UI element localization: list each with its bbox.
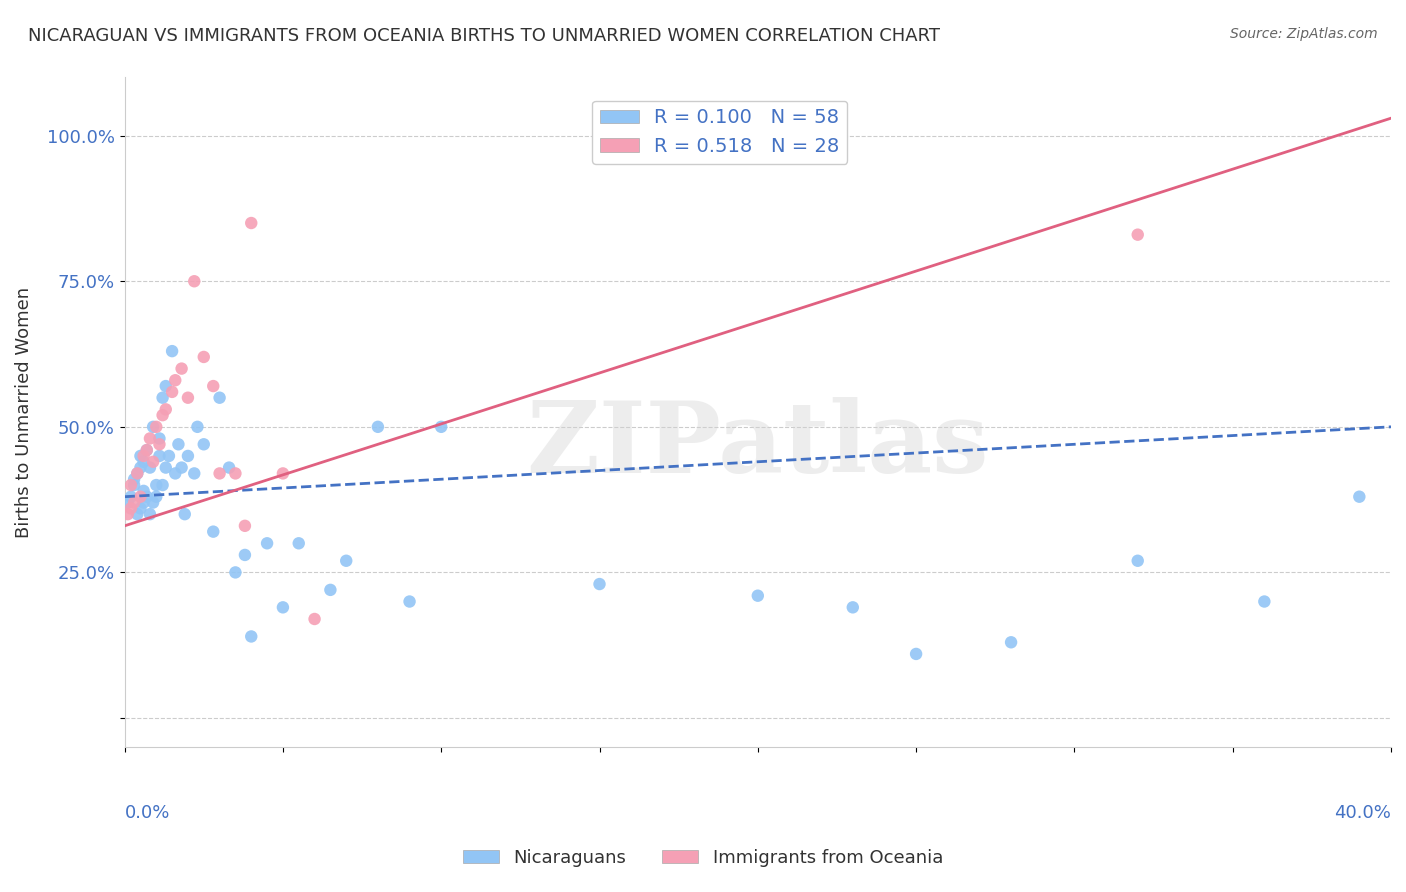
Text: ZIPatlas: ZIPatlas bbox=[527, 397, 988, 494]
Point bbox=[155, 402, 177, 417]
Point bbox=[152, 478, 174, 492]
Point bbox=[905, 647, 928, 661]
Point bbox=[335, 554, 357, 568]
Point bbox=[152, 408, 174, 422]
Point bbox=[160, 384, 183, 399]
Point bbox=[160, 344, 183, 359]
Point bbox=[129, 501, 152, 516]
Text: NICARAGUAN VS IMMIGRANTS FROM OCEANIA BIRTHS TO UNMARRIED WOMEN CORRELATION CHAR: NICARAGUAN VS IMMIGRANTS FROM OCEANIA BI… bbox=[28, 27, 941, 45]
Point bbox=[129, 449, 152, 463]
Point bbox=[183, 274, 205, 288]
Point bbox=[129, 460, 152, 475]
Point bbox=[127, 467, 149, 481]
Point bbox=[135, 443, 157, 458]
Point bbox=[135, 443, 157, 458]
Point bbox=[304, 612, 326, 626]
Point bbox=[142, 455, 165, 469]
Point bbox=[117, 507, 139, 521]
Point bbox=[155, 379, 177, 393]
Legend: R = 0.100   N = 58, R = 0.518   N = 28: R = 0.100 N = 58, R = 0.518 N = 28 bbox=[592, 101, 848, 164]
Point bbox=[173, 507, 195, 521]
Point bbox=[122, 472, 145, 486]
Point bbox=[186, 420, 208, 434]
Point bbox=[142, 495, 165, 509]
Point bbox=[120, 490, 142, 504]
Point bbox=[152, 391, 174, 405]
Point bbox=[224, 566, 246, 580]
Point bbox=[208, 391, 231, 405]
Point bbox=[233, 548, 256, 562]
Point bbox=[167, 437, 190, 451]
Point bbox=[145, 478, 167, 492]
Point bbox=[240, 630, 263, 644]
Point bbox=[127, 507, 149, 521]
Point bbox=[139, 460, 162, 475]
Point bbox=[145, 420, 167, 434]
Point bbox=[1253, 594, 1275, 608]
Y-axis label: Births to Unmarried Women: Births to Unmarried Women bbox=[15, 286, 32, 538]
Point bbox=[177, 391, 200, 405]
Point bbox=[193, 437, 215, 451]
Point bbox=[139, 432, 162, 446]
Point bbox=[747, 589, 769, 603]
Point bbox=[430, 420, 453, 434]
Point bbox=[145, 490, 167, 504]
Point bbox=[319, 582, 342, 597]
Point bbox=[1348, 490, 1371, 504]
Point bbox=[1126, 554, 1149, 568]
Point bbox=[183, 467, 205, 481]
Point bbox=[271, 467, 294, 481]
Point bbox=[132, 495, 155, 509]
Point bbox=[170, 361, 193, 376]
Point bbox=[240, 216, 263, 230]
Point bbox=[148, 437, 170, 451]
Point bbox=[367, 420, 389, 434]
Point bbox=[122, 478, 145, 492]
Point bbox=[193, 350, 215, 364]
Point bbox=[233, 518, 256, 533]
Point bbox=[122, 495, 145, 509]
Text: Source: ZipAtlas.com: Source: ZipAtlas.com bbox=[1230, 27, 1378, 41]
Point bbox=[120, 478, 142, 492]
Point bbox=[132, 455, 155, 469]
Point bbox=[165, 467, 187, 481]
Point bbox=[842, 600, 865, 615]
Text: 0.0%: 0.0% bbox=[125, 804, 170, 822]
Point bbox=[165, 373, 187, 387]
Point bbox=[202, 524, 225, 539]
Point bbox=[208, 467, 231, 481]
Point bbox=[588, 577, 610, 591]
Point bbox=[202, 379, 225, 393]
Point bbox=[135, 490, 157, 504]
Text: 40.0%: 40.0% bbox=[1334, 804, 1391, 822]
Point bbox=[177, 449, 200, 463]
Point bbox=[142, 420, 165, 434]
Point bbox=[148, 449, 170, 463]
Point bbox=[117, 495, 139, 509]
Point bbox=[129, 490, 152, 504]
Point bbox=[256, 536, 278, 550]
Point bbox=[218, 460, 240, 475]
Legend: Nicaraguans, Immigrants from Oceania: Nicaraguans, Immigrants from Oceania bbox=[456, 842, 950, 874]
Point bbox=[157, 449, 180, 463]
Point bbox=[155, 460, 177, 475]
Point bbox=[127, 467, 149, 481]
Point bbox=[287, 536, 309, 550]
Point bbox=[132, 483, 155, 498]
Point bbox=[1126, 227, 1149, 242]
Point bbox=[398, 594, 420, 608]
Point bbox=[120, 501, 142, 516]
Point bbox=[132, 449, 155, 463]
Point bbox=[148, 432, 170, 446]
Point bbox=[271, 600, 294, 615]
Point bbox=[224, 467, 246, 481]
Point bbox=[1000, 635, 1022, 649]
Point bbox=[170, 460, 193, 475]
Point bbox=[139, 507, 162, 521]
